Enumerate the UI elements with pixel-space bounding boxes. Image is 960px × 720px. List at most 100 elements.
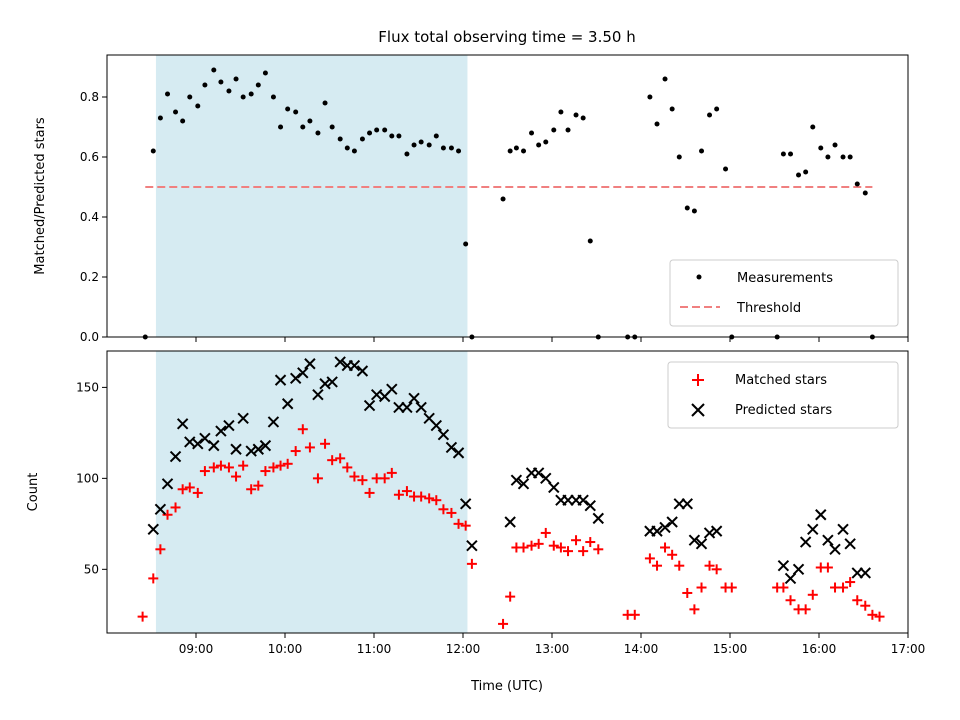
matched-star-point — [208, 462, 219, 473]
measurement-point — [529, 130, 535, 136]
measurement-point — [211, 67, 217, 73]
matched-star-points — [137, 424, 885, 629]
matched-star-point — [320, 438, 331, 449]
matched-star-point — [533, 538, 544, 549]
measurement-point — [270, 94, 276, 100]
measurement-point — [513, 145, 519, 151]
matched-star-point — [593, 544, 604, 555]
matched-star-point — [192, 487, 203, 498]
matched-star-point — [453, 518, 464, 529]
measurement-point — [796, 172, 802, 178]
predicted-star-point — [592, 512, 604, 525]
matched-star-point — [563, 546, 574, 557]
predicted-star-point — [304, 358, 316, 370]
top-legend-box — [669, 259, 899, 327]
measurement-point — [382, 127, 388, 133]
measurement-points — [142, 67, 875, 340]
measurement-point — [396, 133, 402, 139]
measurement-point — [840, 154, 846, 160]
matched-star-point — [246, 484, 257, 495]
measurement-point — [818, 145, 824, 151]
measurement-point — [448, 145, 454, 151]
measurement-point — [351, 148, 357, 154]
matched-star-point — [526, 540, 537, 551]
measurement-point — [500, 196, 506, 202]
measurement-point — [157, 115, 163, 121]
predicted-star-point — [777, 559, 790, 572]
x-tick-label: 15:00 — [713, 642, 748, 656]
matched-star-point — [585, 537, 596, 548]
predicted-star-point — [829, 543, 841, 556]
matched-star-point — [290, 446, 301, 457]
measurement-point — [344, 145, 350, 151]
predicted-star-point — [681, 498, 693, 510]
measurement-point — [854, 181, 860, 187]
measurement-point — [389, 133, 395, 139]
matched-star-point — [386, 467, 397, 478]
predicted-star-point — [274, 374, 287, 386]
x-tick-label: 13:00 — [535, 642, 570, 656]
measurement-point — [307, 118, 313, 124]
matched-star-point — [170, 502, 181, 513]
predicted-star-point — [659, 521, 671, 534]
matched-star-point — [155, 544, 166, 555]
bottom-x-ticks: 09:00 10:00 11:00 12:00 13:00 14:00 15:00 16:00… — [179, 633, 926, 656]
matched-star-point — [199, 466, 210, 477]
predicted-star-point — [334, 356, 346, 368]
x-axis-label: Time (UTC) — [470, 679, 543, 694]
matched-star-point — [726, 582, 737, 593]
matched-star-point — [342, 462, 353, 473]
bottom-legend: Matched stars Predicted stars — [667, 361, 899, 429]
matched-star-point — [393, 489, 404, 500]
predicted-star-point — [297, 367, 309, 379]
matched-star-point — [505, 591, 516, 602]
measurement-point — [329, 124, 335, 130]
matched-star-point — [184, 482, 195, 493]
x-tick-label: 11:00 — [357, 642, 392, 656]
predicted-star-point — [807, 523, 819, 536]
predicted-star-point — [844, 538, 856, 550]
matched-star-point — [137, 611, 148, 622]
measurement-point — [150, 148, 156, 154]
measurement-point — [337, 136, 343, 142]
predicted-star-point — [548, 481, 560, 494]
legend-predicted-marker — [691, 403, 705, 417]
measurement-point — [293, 109, 299, 115]
matched-star-point — [674, 560, 685, 571]
measurement-point — [573, 112, 579, 118]
top-y-tick-label: 0.0 — [80, 330, 99, 344]
x-tick-label: 17:00 — [891, 642, 926, 656]
legend-matched-label: Matched stars — [735, 373, 827, 388]
predicted-star-point — [208, 439, 220, 452]
measurement-point — [699, 148, 705, 154]
legend-predicted-label: Predicted stars — [735, 403, 832, 418]
measurement-point — [847, 154, 853, 160]
predicted-star-point — [445, 441, 458, 454]
x-tick-label: 12:00 — [446, 642, 481, 656]
measurement-point — [803, 169, 809, 175]
measurement-point — [536, 142, 542, 148]
matched-star-point — [401, 486, 412, 497]
measurement-point — [180, 118, 186, 124]
measurement-point — [825, 154, 831, 160]
matched-star-point — [548, 540, 559, 551]
predicted-star-point — [459, 498, 472, 510]
top-axes-frame — [106, 54, 909, 338]
measurement-point — [662, 76, 668, 82]
predicted-star-point — [154, 503, 167, 515]
x-tick-label: 16:00 — [802, 642, 837, 656]
x-tick-label: 09:00 — [179, 642, 214, 656]
matched-star-point — [253, 480, 264, 491]
matched-star-point — [652, 560, 663, 571]
bottom-y-tick-label: 100 — [76, 471, 99, 485]
measurement-point — [233, 76, 239, 82]
predicted-star-point — [259, 439, 272, 452]
matched-star-point — [275, 460, 286, 471]
measurement-point — [463, 241, 469, 247]
predicted-star-point — [237, 412, 249, 425]
matched-star-point — [438, 504, 449, 515]
matched-star-point — [231, 471, 242, 482]
matched-star-point — [682, 587, 693, 598]
bottom-y-tick-label: 150 — [76, 380, 99, 394]
measurement-point — [433, 133, 439, 139]
